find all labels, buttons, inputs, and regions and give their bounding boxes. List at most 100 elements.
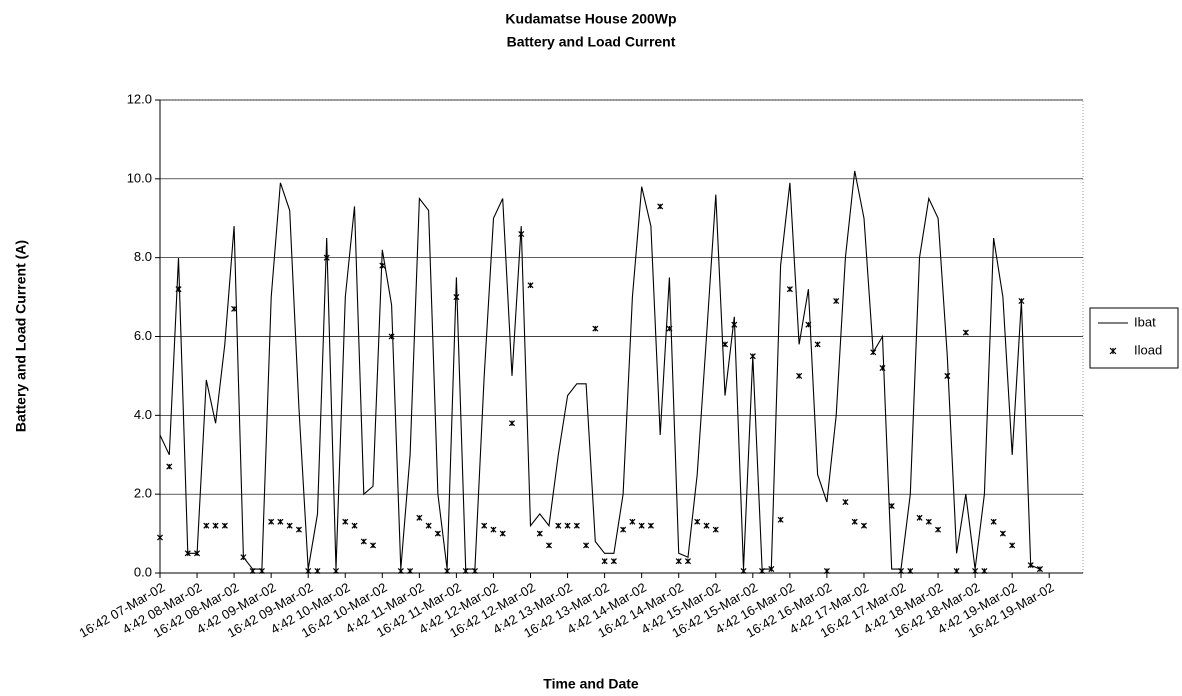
y-axis-title: Battery and Load Current (A) bbox=[13, 240, 29, 432]
iload-marker bbox=[499, 530, 506, 537]
iload-marker bbox=[610, 558, 617, 565]
iload-marker bbox=[323, 254, 330, 261]
iload-marker bbox=[360, 538, 367, 545]
iload-marker bbox=[721, 341, 729, 348]
iload-marker bbox=[156, 534, 164, 541]
iload-marker bbox=[184, 550, 191, 557]
iload-marker bbox=[314, 568, 321, 575]
iload-marker bbox=[759, 568, 766, 575]
iload-marker bbox=[879, 365, 886, 372]
iload-marker bbox=[342, 518, 349, 525]
iload-marker bbox=[805, 321, 812, 328]
iload-marker bbox=[731, 321, 738, 328]
iload-marker bbox=[657, 203, 664, 210]
iload-marker bbox=[962, 329, 969, 336]
legend-box bbox=[1089, 307, 1179, 369]
x-axis-title: Time and Date bbox=[543, 676, 639, 692]
iload-marker bbox=[684, 558, 691, 565]
iload-marker bbox=[768, 566, 775, 573]
iload-marker bbox=[953, 568, 960, 575]
iload-marker bbox=[712, 526, 719, 533]
iload-marker bbox=[212, 522, 219, 529]
iload-marker bbox=[351, 522, 358, 529]
iload-marker bbox=[471, 568, 478, 575]
iload-marker bbox=[638, 522, 645, 529]
iload-marker bbox=[916, 514, 923, 521]
y-tick-label: 12.0 bbox=[127, 91, 152, 106]
iload-marker bbox=[814, 341, 821, 348]
iload-marker bbox=[194, 550, 201, 557]
iload-marker bbox=[397, 568, 404, 575]
iload-marker bbox=[601, 558, 608, 565]
iload-marker bbox=[221, 522, 228, 529]
iload-marker bbox=[332, 568, 340, 575]
iload-marker bbox=[786, 286, 793, 293]
y-tick-label: 2.0 bbox=[134, 486, 152, 501]
iload-marker bbox=[508, 420, 516, 427]
iload-marker bbox=[573, 522, 580, 529]
iload-marker bbox=[527, 282, 534, 289]
iload-marker bbox=[1027, 562, 1034, 569]
y-tick-label: 10.0 bbox=[127, 170, 152, 185]
iload-marker bbox=[833, 298, 840, 305]
iload-marker bbox=[370, 542, 377, 549]
iload-marker bbox=[1018, 298, 1025, 305]
iload-marker bbox=[305, 568, 312, 575]
iload-marker bbox=[379, 262, 386, 269]
legend-label: Ibat bbox=[1134, 314, 1156, 329]
iload-marker bbox=[166, 463, 173, 470]
iload-marker bbox=[981, 568, 988, 575]
ibat-line bbox=[159, 170, 1041, 570]
iload-marker bbox=[888, 502, 895, 510]
iload-marker bbox=[444, 568, 451, 575]
iload-marker bbox=[277, 518, 284, 525]
iload-marker bbox=[999, 530, 1006, 537]
iload-marker bbox=[268, 518, 275, 525]
iload-marker bbox=[777, 516, 784, 523]
iload-marker bbox=[592, 325, 599, 332]
iload-marker bbox=[823, 568, 830, 575]
iload-marker bbox=[860, 522, 867, 529]
iload-marker bbox=[1036, 566, 1043, 573]
iload-marker bbox=[536, 530, 543, 537]
iload-marker bbox=[295, 526, 302, 533]
chart-subtitle: Battery and Load Current bbox=[507, 34, 676, 50]
iload-marker bbox=[453, 294, 460, 301]
iload-marker bbox=[490, 526, 497, 533]
iload-marker bbox=[240, 554, 247, 561]
iload-marker bbox=[972, 568, 979, 575]
iload-marker bbox=[258, 568, 265, 575]
iload-marker bbox=[175, 286, 182, 293]
iload-marker bbox=[694, 518, 701, 525]
iload-marker bbox=[990, 518, 997, 525]
iload-marker bbox=[675, 558, 682, 565]
iload-marker bbox=[935, 526, 942, 533]
iload-marker bbox=[286, 522, 293, 529]
iload-marker bbox=[564, 522, 571, 529]
iload-marker bbox=[907, 568, 914, 575]
iload-marker bbox=[851, 518, 858, 525]
y-tick-label: 8.0 bbox=[134, 249, 152, 264]
iload-marker bbox=[740, 568, 747, 575]
iload-marker bbox=[925, 518, 932, 525]
iload-marker bbox=[434, 530, 441, 537]
legend-swatch bbox=[1109, 347, 1117, 355]
iload-marker bbox=[425, 522, 432, 529]
iload-marker bbox=[749, 353, 756, 360]
iload-marker bbox=[546, 542, 553, 549]
iload-marker bbox=[629, 518, 636, 525]
iload-marker bbox=[203, 522, 210, 529]
iload-marker bbox=[647, 522, 654, 529]
iload-marker bbox=[388, 333, 395, 340]
iload-marker bbox=[518, 230, 525, 238]
legend-label: Iload bbox=[1134, 342, 1162, 357]
iload-marker bbox=[416, 514, 423, 521]
iload-marker bbox=[870, 349, 877, 356]
iload-marker bbox=[897, 568, 905, 575]
iload-marker bbox=[231, 305, 238, 312]
iload-marker bbox=[481, 522, 488, 529]
iload-marker bbox=[666, 325, 673, 332]
iload-marker bbox=[249, 568, 256, 575]
iload-marker bbox=[620, 526, 627, 533]
